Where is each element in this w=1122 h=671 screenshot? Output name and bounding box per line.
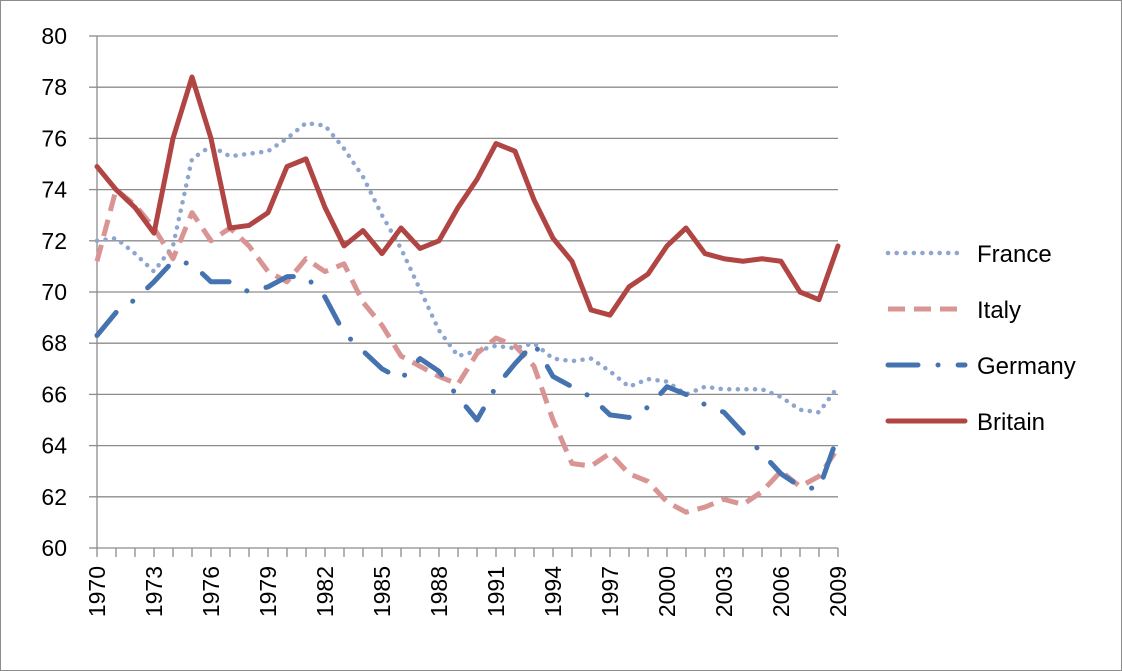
legend-label-germany: Germany bbox=[977, 353, 1076, 380]
x-tick-label: 1979 bbox=[255, 566, 281, 617]
x-tick-label: 1988 bbox=[426, 566, 452, 617]
x-tick-label: 2006 bbox=[768, 566, 794, 617]
y-tick-label: 76 bbox=[41, 125, 67, 151]
y-tick-label: 62 bbox=[41, 484, 67, 510]
x-tick-label: 1973 bbox=[141, 566, 167, 617]
y-axis-ticks: 60 62 64 66 68 70 72 74 76 78 80 bbox=[41, 23, 97, 561]
legend-label-britain: Britain bbox=[977, 409, 1045, 436]
series-lines bbox=[94, 74, 841, 515]
y-tick-label: 64 bbox=[41, 433, 67, 459]
x-tick-label: 2003 bbox=[711, 566, 737, 617]
x-tick-label: 1997 bbox=[597, 566, 623, 617]
legend-label-france: France bbox=[977, 241, 1052, 268]
x-tick-label: 1976 bbox=[198, 566, 224, 617]
x-tick-label: 1970 bbox=[84, 566, 110, 617]
y-tick-label: 78 bbox=[41, 74, 67, 100]
x-tick-label: 1994 bbox=[540, 566, 566, 617]
legend: France Italy Germany Britain bbox=[885, 241, 1076, 436]
y-tick-label: 72 bbox=[41, 228, 67, 254]
y-tick-label: 60 bbox=[41, 535, 67, 561]
y-tick-label: 66 bbox=[41, 381, 67, 407]
y-tick-label: 70 bbox=[41, 279, 67, 305]
legend-label-italy: Italy bbox=[977, 297, 1021, 324]
gridlines bbox=[97, 35, 838, 498]
x-tick-label: 1985 bbox=[369, 566, 395, 617]
series-line-britain bbox=[94, 74, 841, 318]
y-tick-label: 74 bbox=[41, 177, 67, 203]
y-tick-label: 68 bbox=[41, 330, 67, 356]
x-tick-label: 2009 bbox=[825, 566, 851, 617]
series-line-italy bbox=[94, 187, 841, 515]
series-line-germany bbox=[94, 258, 841, 492]
series-line-france bbox=[94, 120, 841, 415]
x-tick-label: 2000 bbox=[654, 566, 680, 617]
x-tick-label: 1991 bbox=[483, 566, 509, 617]
y-tick-label: 80 bbox=[41, 23, 67, 49]
x-axis-ticks: 1970 1973 1976 1979 1982 1985 1988 1991 1994 1997… bbox=[84, 548, 851, 617]
x-tick-label: 1982 bbox=[312, 566, 338, 617]
